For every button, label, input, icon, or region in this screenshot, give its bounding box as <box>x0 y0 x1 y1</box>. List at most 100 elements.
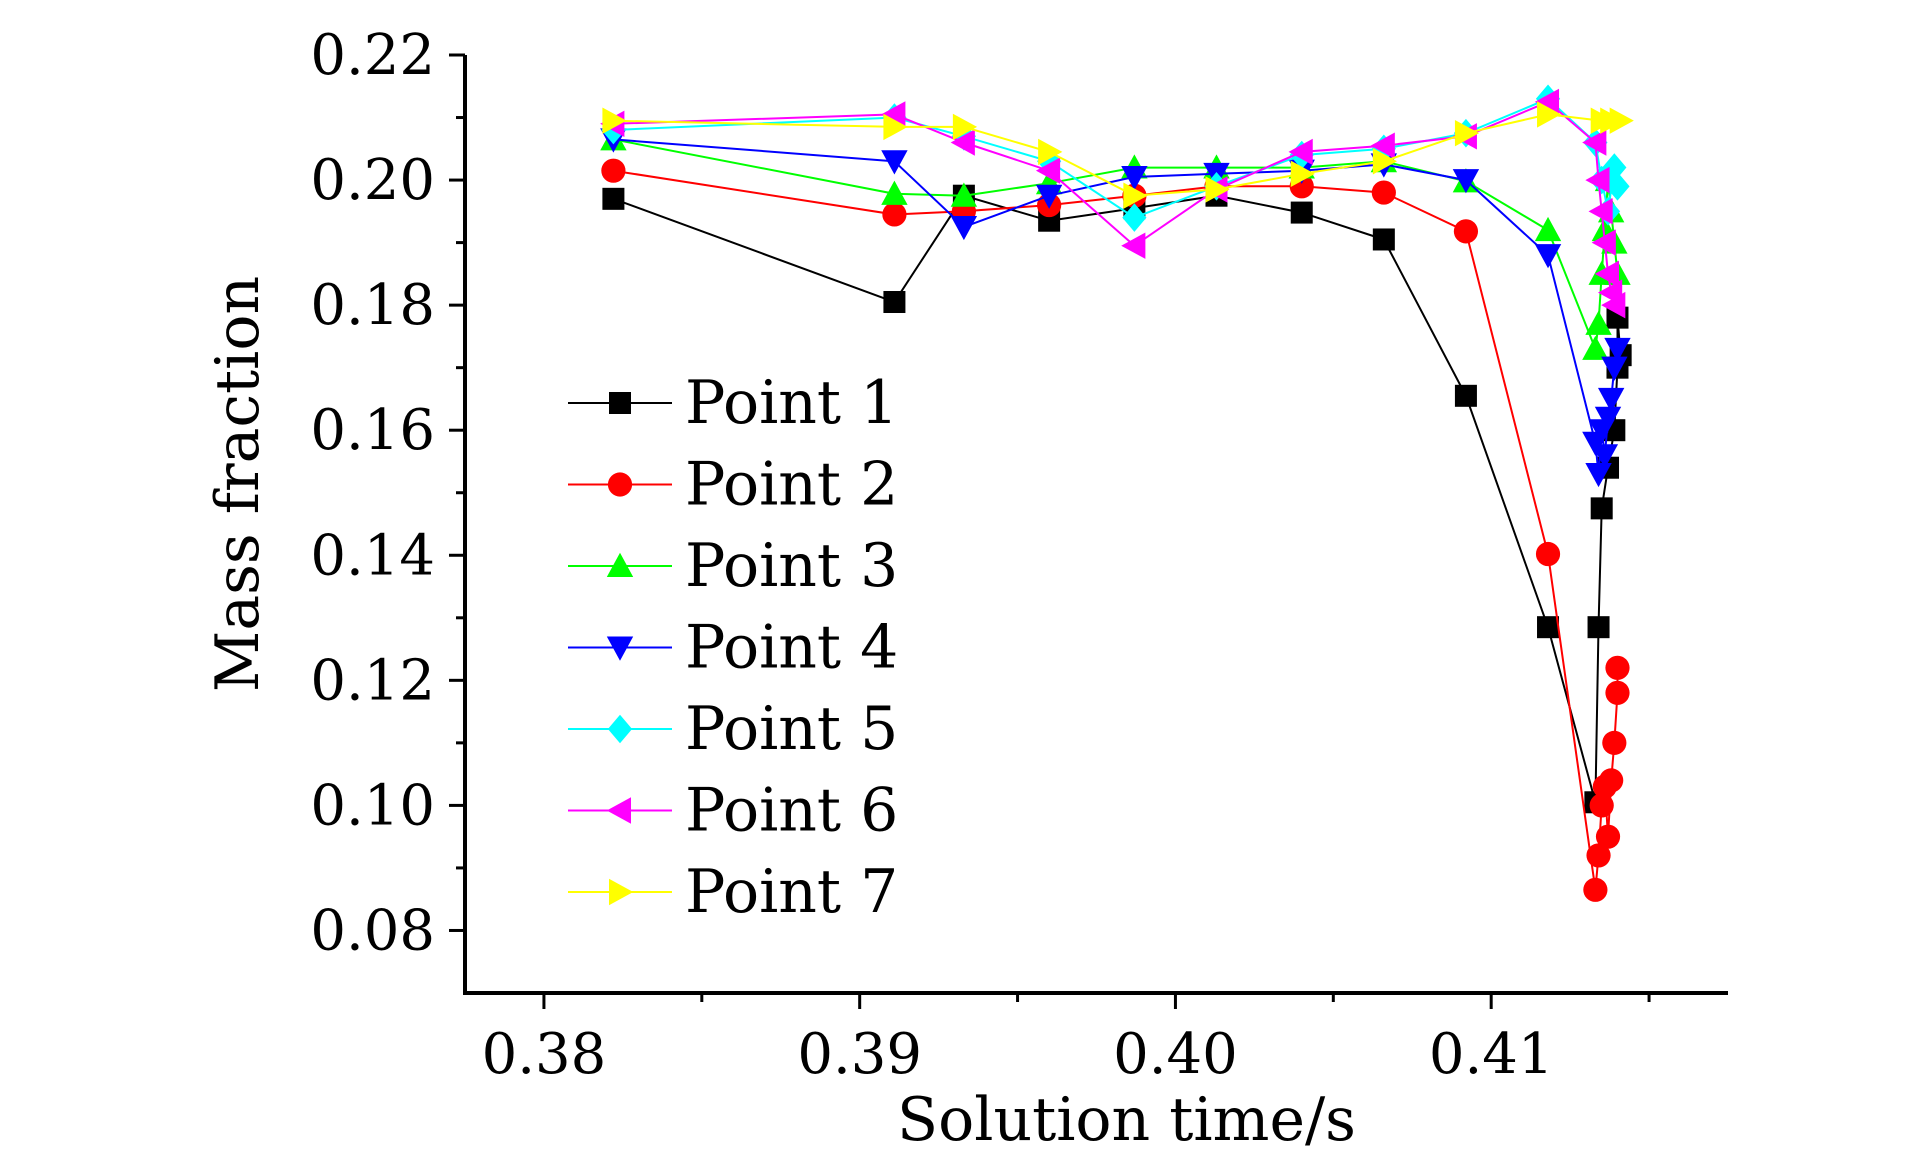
legend-marker <box>607 714 633 744</box>
y-tick-label: 0.10 <box>310 773 435 838</box>
y-tick-label: 0.18 <box>310 273 435 338</box>
legend-item-2: Point 2 <box>568 450 898 520</box>
legend-item-5: Point 5 <box>568 694 898 764</box>
x-tick-label: 0.41 <box>1429 1022 1554 1087</box>
series-2-point <box>1602 730 1627 755</box>
series-2-point <box>1535 541 1561 567</box>
series-2-point <box>1605 680 1630 705</box>
legend-label: Point 6 <box>685 776 898 846</box>
legend-item-1: Point 1 <box>568 368 898 438</box>
y-tick-label: 0.20 <box>310 148 435 213</box>
series-5-point <box>1122 203 1147 232</box>
series-3-point <box>1582 335 1609 360</box>
legend-marker <box>607 472 633 497</box>
series-7-point <box>1537 101 1562 128</box>
series-2-point <box>1605 655 1630 680</box>
y-tick-label: 0.12 <box>310 648 435 713</box>
series-4-point <box>881 150 908 175</box>
series-4-point <box>1452 169 1480 194</box>
series-6-point <box>1582 129 1607 156</box>
y-tick-label: 0.14 <box>310 523 435 588</box>
series-1-point <box>1537 616 1560 639</box>
series-1-point <box>1290 201 1313 224</box>
legend: Point 1 Point 2 Point 3 Point 4 Point 5 Point… <box>568 368 898 927</box>
series-2-point <box>882 202 907 227</box>
series-6-point <box>1601 291 1626 319</box>
legend-item-4: Point 4 <box>568 613 898 683</box>
series-2-point <box>1453 219 1479 244</box>
series-2-point <box>1595 824 1621 849</box>
y-axis-title: Mass fraction <box>203 276 273 692</box>
series-7-point <box>1290 160 1315 188</box>
x-tick-label: 0.39 <box>797 1022 922 1087</box>
legend-marker <box>606 636 634 661</box>
series-3 <box>600 126 1631 360</box>
y-tick-label: 0.22 <box>310 23 435 88</box>
series-6-point <box>1594 260 1620 288</box>
legend-marker <box>606 552 634 577</box>
series-6-point <box>1035 157 1061 184</box>
legend-label: Point 7 <box>685 857 898 927</box>
series-7-point <box>952 113 978 141</box>
series-3-point <box>950 182 978 207</box>
legend-marker <box>609 878 634 906</box>
x-tick-label: 0.40 <box>1113 1022 1238 1087</box>
series-4-point <box>1604 337 1631 363</box>
series-4-point <box>1591 444 1619 469</box>
series-2-point <box>1583 877 1608 902</box>
legend-label: Point 1 <box>685 368 898 438</box>
x-tick-label: 0.38 <box>482 1022 607 1087</box>
series-5 <box>601 84 1630 232</box>
series-1-point <box>602 187 625 210</box>
series-7-point <box>1454 119 1480 147</box>
series-2-point <box>1599 768 1624 793</box>
series-1-point <box>1454 384 1477 407</box>
axes: 0.38 0.39 0.40 0.41 0.08 0.10 0.12 0.14 0.16 0.18… <box>310 23 1728 1087</box>
series-4-point <box>1121 165 1148 191</box>
legend-item-6: Point 6 <box>568 776 898 846</box>
series-1-point <box>1590 497 1613 520</box>
series-4-point <box>950 215 978 241</box>
series-3-point <box>881 180 908 205</box>
series-7-point <box>883 113 908 141</box>
legend-label: Point 4 <box>685 613 898 683</box>
series-layer <box>600 84 1634 902</box>
series-6-point <box>1121 232 1146 259</box>
series-1-point <box>1587 616 1610 639</box>
series-2-point <box>601 158 626 183</box>
series-6-point <box>1534 88 1560 116</box>
series-4-point <box>1035 184 1063 209</box>
y-tick-label: 0.16 <box>310 398 435 463</box>
series-6-point <box>950 129 975 156</box>
series-5-point <box>1605 172 1630 201</box>
series-3-point <box>1585 310 1612 335</box>
legend-item-7: Point 7 <box>568 857 898 927</box>
series-7-point <box>1205 176 1230 203</box>
series-4-point <box>1601 356 1628 381</box>
series-4-point <box>1534 244 1562 269</box>
series-2-point <box>1371 180 1396 205</box>
series-7 <box>602 101 1634 209</box>
series-7-point <box>1038 138 1063 166</box>
series-1-point <box>883 291 906 314</box>
series-3-point <box>1534 216 1562 242</box>
legend-label: Point 5 <box>685 694 898 764</box>
series-4-point <box>1597 387 1625 413</box>
legend-label: Point 3 <box>685 531 898 601</box>
x-axis-title: Solution time/s <box>897 1085 1356 1155</box>
series-6-point <box>881 101 906 128</box>
series-7-point <box>1372 148 1398 175</box>
series-6-point <box>1370 132 1395 159</box>
legend-label: Point 2 <box>685 450 898 520</box>
series-2-point <box>1586 843 1611 868</box>
series-4-point <box>1594 406 1622 431</box>
series-1-point <box>1372 228 1395 251</box>
series-6-point <box>1585 166 1610 194</box>
series-6-point <box>1288 138 1313 166</box>
series-4-point <box>1585 462 1612 488</box>
legend-marker <box>609 392 631 414</box>
series-7-point <box>1123 182 1148 209</box>
legend-item-3: Point 3 <box>568 531 898 601</box>
series-7-point <box>602 107 627 134</box>
